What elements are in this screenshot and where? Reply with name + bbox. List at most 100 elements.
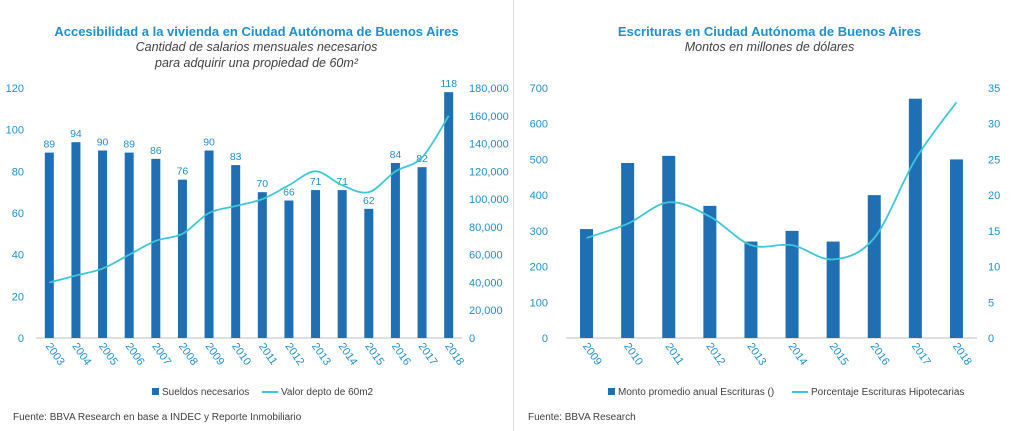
x-axis-tick-label: 2007 xyxy=(149,341,173,368)
legend-swatch-bars xyxy=(152,388,159,395)
x-axis-tick-label: 2015 xyxy=(827,341,851,368)
bar xyxy=(124,152,134,338)
y2-axis-tick-label: 0 xyxy=(469,333,475,345)
bar-data-label: 90 xyxy=(97,137,109,149)
chart-plot-area: 0 20 40 60 80 100 120 0 20,000 40,000 60,000 80,000… xyxy=(6,78,509,398)
bar xyxy=(257,192,267,338)
y2-axis-tick-label: 5 xyxy=(988,297,994,309)
x-axis-tick-label: 2006 xyxy=(123,341,147,368)
y2-axis-tick-label: 0 xyxy=(988,333,994,345)
y-axis-tick-label: 200 xyxy=(530,262,548,274)
bar-data-label: 70 xyxy=(256,178,268,190)
bar xyxy=(364,208,374,338)
panel-divider xyxy=(513,0,514,431)
x-axis-tick-label: 2009 xyxy=(203,341,227,368)
bar-data-label: 90 xyxy=(203,137,215,149)
chart-plot-area: 0 100 200 300 400 500 600 700 0 5 10 15 20 25 30 35 2009… xyxy=(530,83,1001,398)
chart-panel-left: Accesibilidad a la vivienda en Ciudad Au… xyxy=(6,24,509,423)
bar xyxy=(177,179,187,338)
legend-label-bars: Monto promedio anual Escrituras () xyxy=(618,387,774,398)
bar-data-label: 84 xyxy=(390,149,402,161)
y-axis-tick-label: 80 xyxy=(12,166,24,178)
y-axis-tick-label: 600 xyxy=(530,119,548,131)
y2-axis-tick-label: 80,000 xyxy=(469,222,503,234)
source-note: Fuente: BBVA Research en base a INDEC y … xyxy=(13,412,302,423)
y-axis-tick-label: 700 xyxy=(530,83,548,95)
x-axis-tick-label: 2003 xyxy=(43,341,67,368)
chart-subtitle-line-1: Cantidad de salarios mensuales necesario… xyxy=(135,40,378,54)
bar xyxy=(390,163,400,338)
y2-axis-tick-label: 100,000 xyxy=(469,194,509,206)
y-axis-tick-label: 500 xyxy=(530,154,548,166)
x-axis-tick-label: 2013 xyxy=(744,341,768,368)
x-axis-tick-label: 2017 xyxy=(909,341,933,368)
y2-axis-tick-label: 180,000 xyxy=(469,83,509,95)
y2-axis-tick-label: 20,000 xyxy=(469,305,503,317)
x-axis-tick-label: 2005 xyxy=(96,341,120,368)
chart-panel-right: Escrituras en Ciudad Autónoma de Buenos … xyxy=(515,0,1024,431)
bar xyxy=(337,190,347,338)
bar-data-label: 94 xyxy=(70,128,82,140)
x-axis-tick-label: 2014 xyxy=(786,341,810,368)
bar xyxy=(284,200,294,338)
bar-data-label: 118 xyxy=(440,78,457,90)
y2-axis-tick-label: 35 xyxy=(988,83,1000,95)
bar xyxy=(444,92,454,339)
x-axis-tick-label: 2013 xyxy=(309,341,333,368)
bar xyxy=(867,195,881,338)
legend-label-line: Valor depto de 60m2 xyxy=(281,387,374,398)
legend-label-bars: Sueldos necesarios xyxy=(162,387,249,398)
chart-title: Escrituras en Ciudad Autónoma de Buenos … xyxy=(617,24,922,39)
chart-title: Accesibilidad a la vivienda en Ciudad Au… xyxy=(54,24,459,39)
bar xyxy=(98,150,108,338)
source-note: Fuente: BBVA Research xyxy=(528,412,636,423)
bar xyxy=(417,167,427,338)
x-axis-tick-label: 2018 xyxy=(950,341,974,368)
chart-subtitle-line-1: Montos en millones de dólares xyxy=(684,40,855,54)
bar-data-label: 89 xyxy=(43,139,55,151)
y2-axis-tick-label: 10 xyxy=(988,262,1000,274)
x-axis-tick-label: 2011 xyxy=(256,341,279,367)
y2-axis-tick-label: 25 xyxy=(988,154,1000,166)
x-axis-tick-label: 2016 xyxy=(868,341,892,368)
x-axis-tick-label: 2017 xyxy=(416,341,440,368)
bar xyxy=(204,150,214,338)
y-axis-tick-label: 0 xyxy=(18,333,24,345)
bar xyxy=(151,158,161,338)
bar xyxy=(826,241,840,338)
y2-axis-tick-label: 30 xyxy=(988,119,1000,131)
bar xyxy=(908,98,922,338)
bar xyxy=(580,229,594,338)
bar-data-label: 82 xyxy=(416,153,428,165)
y-axis-tick-label: 100 xyxy=(530,297,548,309)
x-axis-tick-label: 2012 xyxy=(703,341,727,368)
x-axis-tick-label: 2015 xyxy=(362,341,386,368)
y2-axis-tick-label: 20 xyxy=(988,190,1000,202)
bar-data-label: 76 xyxy=(177,166,189,178)
bar-data-label: 89 xyxy=(123,139,135,151)
y-axis-tick-label: 40 xyxy=(12,250,24,262)
y2-axis-tick-label: 60,000 xyxy=(469,250,503,262)
bar xyxy=(231,165,241,338)
y2-axis-tick-label: 40,000 xyxy=(469,277,503,289)
legend-swatch-bars xyxy=(608,388,615,395)
x-axis-tick-label: 2016 xyxy=(389,341,413,368)
y-axis-tick-label: 100 xyxy=(6,125,24,137)
bar xyxy=(703,205,717,338)
series-line xyxy=(586,101,958,261)
y2-axis-tick-label: 120,000 xyxy=(469,166,509,178)
bar xyxy=(311,190,321,338)
y2-axis-tick-label: 15 xyxy=(988,226,1000,238)
bar xyxy=(785,230,799,338)
y-axis-tick-label: 60 xyxy=(12,208,24,220)
x-axis-tick-label: 2012 xyxy=(282,341,306,368)
bar xyxy=(949,159,963,338)
bar-data-label: 62 xyxy=(363,195,375,207)
x-axis-tick-label: 2008 xyxy=(176,341,200,368)
bar xyxy=(71,142,81,338)
chart-subtitle-line-2: para adquirir una propiedad de 60m² xyxy=(155,56,358,70)
legend-label-line: Porcentaje Escrituras Hipotecarias xyxy=(811,387,964,398)
bar-data-label: 71 xyxy=(310,176,322,188)
bar-data-label: 86 xyxy=(150,145,162,157)
x-axis-tick-label: 2004 xyxy=(69,341,93,368)
